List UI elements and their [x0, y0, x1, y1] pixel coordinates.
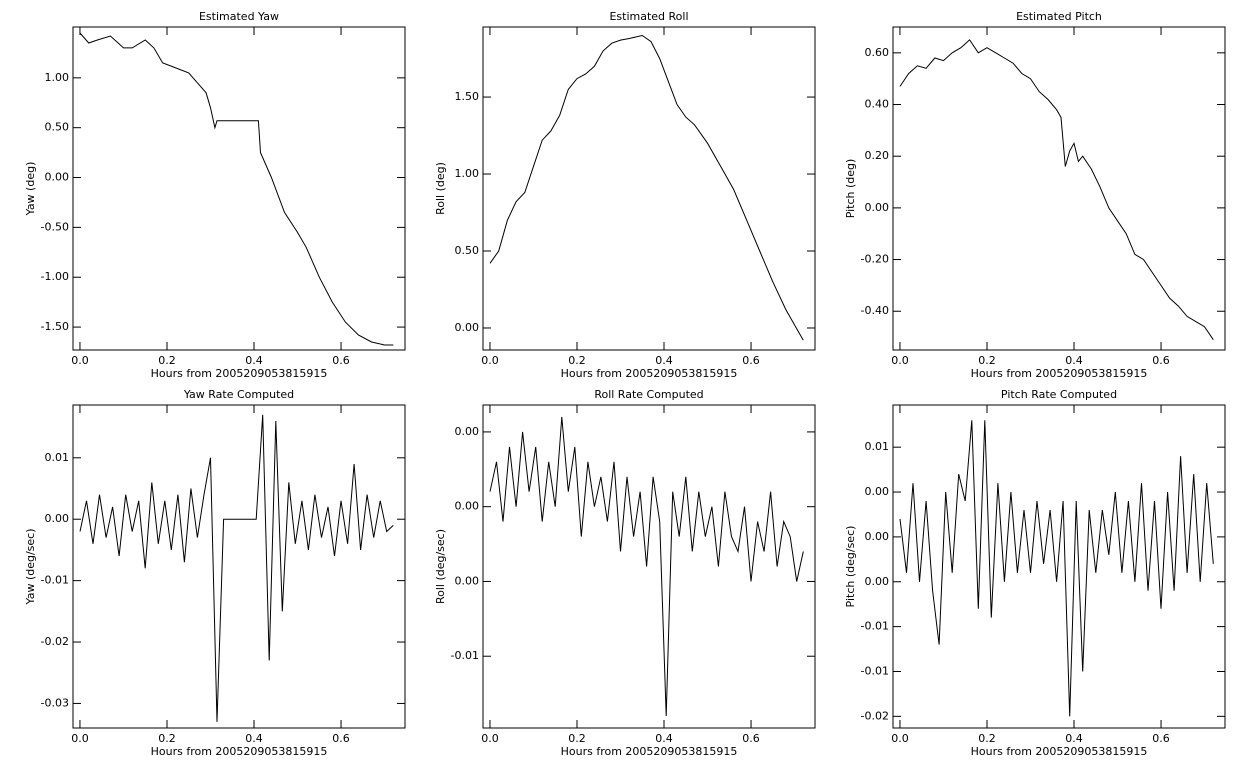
panel-title: Estimated Pitch [1016, 10, 1102, 23]
y-tick-label: -0.50 [41, 220, 69, 233]
y-tick-label: -1.50 [41, 320, 69, 333]
y-tick-label: -0.02 [41, 635, 69, 648]
x-tick-label: 0.2 [158, 732, 176, 745]
y-tick-label: 0.40 [865, 98, 890, 111]
panel: Yaw Rate Computed Hours from 200520905381… [24, 388, 406, 758]
y-tick-label: 0.00 [865, 201, 890, 214]
x-tick-label: 0.4 [1065, 354, 1083, 367]
x-tick-label: 0.2 [158, 354, 176, 367]
panel: Estimated Roll Hours from 200520905381591… [434, 10, 816, 380]
x-tick-label: 0.0 [481, 354, 499, 367]
y-tick-label: 0.50 [455, 244, 480, 257]
x-tick-label: 0.0 [71, 732, 89, 745]
x-tick-label: 0.6 [1152, 732, 1170, 745]
x-tick-label: 0.4 [245, 354, 263, 367]
y-tick-label: 0.00 [45, 512, 70, 525]
y-tick-label: -0.40 [861, 304, 889, 317]
y-tick-label: -0.01 [861, 620, 889, 633]
panel: Estimated Yaw Hours from 2005209053815915… [24, 10, 406, 380]
y-tick-label: -0.02 [861, 709, 889, 722]
data-line [79, 32, 394, 346]
x-axis-label: Hours from 2005209053815915 [561, 745, 738, 758]
y-tick-label: -0.01 [451, 649, 479, 662]
plot-frame [72, 404, 406, 729]
data-line [899, 39, 1214, 340]
x-tick-label: 0.0 [71, 354, 89, 367]
data-line [489, 34, 804, 341]
y-tick-label: -0.01 [41, 574, 69, 587]
x-tick-label: 0.2 [568, 354, 586, 367]
y-tick-label: 0.00 [455, 321, 480, 334]
y-axis-label: Pitch (deg/sec) [844, 526, 857, 608]
panel-title: Roll Rate Computed [594, 388, 703, 401]
y-tick-label: 0.00 [865, 575, 890, 588]
y-axis-label: Roll (deg/sec) [434, 529, 447, 604]
y-tick-label: 1.00 [455, 167, 480, 180]
x-tick-label: 0.6 [332, 354, 350, 367]
x-tick-label: 0.6 [332, 732, 350, 745]
x-axis-label: Hours from 2005209053815915 [561, 367, 738, 380]
x-tick-label: 0.2 [568, 732, 586, 745]
plot-frame [892, 26, 1226, 351]
panel-title: Estimated Roll [609, 10, 688, 23]
panel: Roll Rate Computed Hours from 20052090538… [434, 388, 816, 758]
x-tick-label: 0.0 [891, 354, 909, 367]
data-line [899, 420, 1214, 717]
y-axis-label: Roll (deg) [434, 162, 447, 215]
y-tick-label: 1.50 [455, 90, 480, 103]
x-tick-label: 0.2 [978, 354, 996, 367]
plot-frame [72, 26, 406, 351]
y-axis-label: Yaw (deg/sec) [24, 528, 37, 605]
plot-frame [482, 404, 816, 729]
x-axis-label: Hours from 2005209053815915 [971, 367, 1148, 380]
x-tick-label: 0.6 [1152, 354, 1170, 367]
y-tick-label: -1.00 [41, 270, 69, 283]
x-tick-label: 0.6 [742, 354, 760, 367]
panel: Pitch Rate Computed Hours from 2005209053… [844, 388, 1226, 758]
panel: Estimated Pitch Hours from 20052090538159… [844, 10, 1226, 380]
panel-title: Estimated Yaw [199, 10, 279, 23]
y-tick-label: -0.20 [861, 253, 889, 266]
x-tick-label: 0.4 [655, 732, 673, 745]
y-tick-label: 0.01 [45, 451, 70, 464]
y-tick-label: 0.00 [865, 485, 890, 498]
plot-frame [892, 404, 1226, 729]
x-tick-label: 0.2 [978, 732, 996, 745]
y-tick-label: 0.00 [865, 530, 890, 543]
data-line [79, 414, 394, 722]
x-tick-label: 0.6 [742, 732, 760, 745]
x-tick-label: 0.4 [245, 732, 263, 745]
y-tick-label: 1.00 [45, 71, 70, 84]
x-tick-label: 0.4 [1065, 732, 1083, 745]
x-axis-label: Hours from 2005209053815915 [971, 745, 1148, 758]
x-axis-label: Hours from 2005209053815915 [151, 745, 328, 758]
x-tick-label: 0.0 [891, 732, 909, 745]
x-axis-label: Hours from 2005209053815915 [151, 367, 328, 380]
y-tick-label: 0.00 [455, 425, 480, 438]
panel-title: Pitch Rate Computed [1001, 388, 1117, 401]
panel-title: Yaw Rate Computed [183, 388, 294, 401]
y-tick-label: 0.01 [865, 440, 890, 453]
plot-frame [482, 26, 816, 351]
y-tick-label: -0.03 [41, 696, 69, 709]
x-tick-label: 0.0 [481, 732, 499, 745]
y-tick-label: 0.20 [865, 149, 890, 162]
y-tick-label: 0.50 [45, 121, 70, 134]
x-tick-label: 0.4 [655, 354, 673, 367]
y-tick-label: 0.60 [865, 46, 890, 59]
data-line [489, 416, 804, 717]
y-axis-label: Yaw (deg) [24, 162, 37, 217]
y-tick-label: 0.00 [455, 500, 480, 513]
y-axis-label: Pitch (deg) [844, 159, 857, 219]
y-tick-label: 0.00 [45, 171, 70, 184]
y-tick-label: 0.00 [455, 574, 480, 587]
y-tick-label: -0.01 [861, 664, 889, 677]
